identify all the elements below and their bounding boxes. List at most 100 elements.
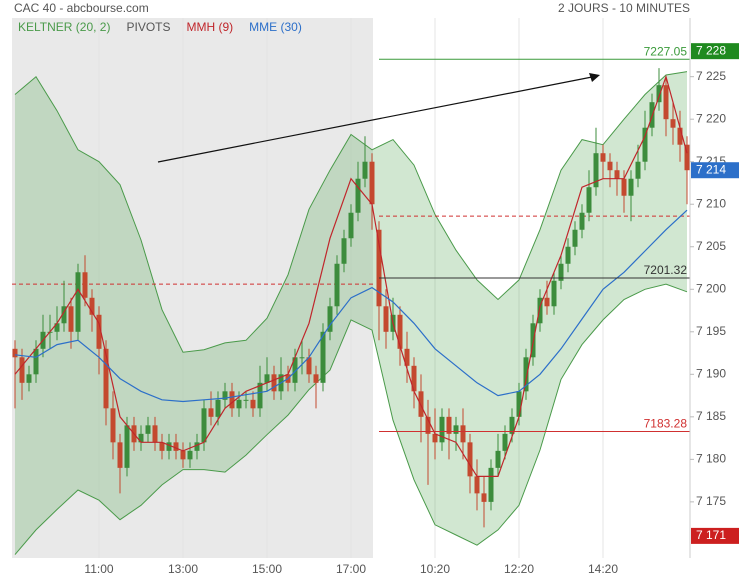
candle-body: [306, 357, 312, 375]
y-tick-label: 7 180: [696, 452, 726, 466]
candle-body: [271, 374, 277, 392]
candle-body: [544, 297, 550, 307]
candle-body: [264, 374, 270, 383]
candle-body: [362, 161, 368, 179]
candle-body: [600, 153, 606, 162]
y-tick-label: 7 200: [696, 281, 726, 295]
candle-body: [404, 348, 410, 366]
candle-body: [579, 212, 585, 230]
y-tick-label: 7 225: [696, 69, 726, 83]
keltner-lower-line: [14, 283, 688, 555]
session-shade: [12, 18, 373, 558]
arrow-head: [589, 73, 600, 82]
candle-body: [565, 246, 571, 264]
candle-body: [523, 357, 529, 392]
x-tick-label: 11:00: [84, 562, 113, 576]
price-tag-label: 7 228: [696, 43, 726, 57]
candle-body: [82, 272, 88, 298]
candle-body: [187, 450, 193, 460]
candle-body: [229, 391, 235, 409]
mme-line: [14, 209, 688, 403]
candle-body: [397, 314, 403, 349]
candle-body: [411, 365, 417, 392]
candle-body: [425, 416, 431, 434]
candle-body: [194, 442, 200, 451]
candle-body: [488, 467, 494, 502]
candle-body: [642, 127, 648, 162]
candle-body: [593, 153, 599, 188]
candle-body: [677, 127, 683, 145]
keltner-band: [15, 71, 687, 555]
candle-body: [292, 357, 298, 383]
candle-body: [453, 425, 459, 434]
candle-body: [19, 357, 25, 383]
candle-body: [180, 450, 186, 460]
candle-body: [586, 187, 592, 213]
candle-body: [96, 314, 102, 349]
candle-body: [684, 144, 690, 171]
candle-body: [145, 425, 151, 434]
price-tag-label: 7 214: [696, 162, 726, 176]
candle-body: [89, 297, 95, 315]
candle-body: [481, 493, 487, 502]
candle-body: [208, 408, 214, 417]
candle-body: [138, 433, 144, 443]
candle-body: [299, 357, 305, 359]
candle-body: [460, 425, 466, 443]
legend-entry: MME (30): [249, 20, 302, 34]
trend-arrow: [157, 76, 593, 163]
candle-body: [614, 170, 620, 179]
price-tag: [691, 162, 739, 179]
price-tag: [691, 43, 739, 60]
candle-body: [26, 374, 32, 383]
candle-body: [243, 399, 249, 401]
candle-body: [54, 323, 60, 332]
candle-body: [124, 425, 130, 468]
mmh-line: [14, 74, 688, 477]
candle-body: [502, 433, 508, 451]
candle-body: [635, 161, 641, 179]
candle-body: [152, 425, 158, 443]
candle-body: [439, 416, 445, 443]
y-tick-label: 7 190: [696, 366, 726, 380]
chart-subtitle: 2 JOURS - 10 MINUTES: [558, 1, 690, 15]
candle-body: [509, 416, 515, 434]
x-tick-label: 13:00: [168, 562, 198, 576]
y-tick-label: 7 175: [696, 494, 726, 508]
y-tick-label: 7 210: [696, 196, 726, 210]
candle-body: [572, 229, 578, 247]
candle-body: [670, 119, 676, 128]
candle-body: [236, 399, 242, 409]
x-tick-label: 15:00: [252, 562, 282, 576]
candle-body: [558, 263, 564, 281]
x-tick-label: 12:20: [504, 562, 534, 576]
candle-body: [327, 306, 333, 332]
candle-body: [516, 391, 522, 417]
candle-body: [117, 442, 123, 468]
y-tick-label: 7 195: [696, 324, 726, 338]
price-tag-label: 7 171: [696, 528, 726, 542]
candle-body: [159, 442, 165, 451]
candle-body: [663, 85, 669, 120]
candle-body: [257, 382, 263, 409]
candle-body: [173, 442, 179, 451]
candle-body: [446, 416, 452, 434]
candle-body: [334, 263, 340, 307]
candle-body: [656, 85, 662, 103]
candle-body: [355, 178, 361, 213]
keltner-upper-line: [14, 71, 688, 353]
candle-body: [467, 442, 473, 477]
y-tick-label: 7 220: [696, 111, 726, 125]
candle-body: [222, 391, 228, 400]
x-tick-label: 17:00: [336, 562, 366, 576]
candle-body: [418, 391, 424, 417]
candle-body: [621, 178, 627, 196]
candle-body: [376, 229, 382, 307]
candle-body: [474, 476, 480, 494]
candle-body: [432, 433, 438, 443]
candle-body: [110, 408, 116, 443]
candle-body: [12, 348, 18, 358]
candle-body: [383, 306, 389, 332]
x-tick-label: 10:20: [420, 562, 450, 576]
y-tick-label: 7 205: [696, 239, 726, 253]
